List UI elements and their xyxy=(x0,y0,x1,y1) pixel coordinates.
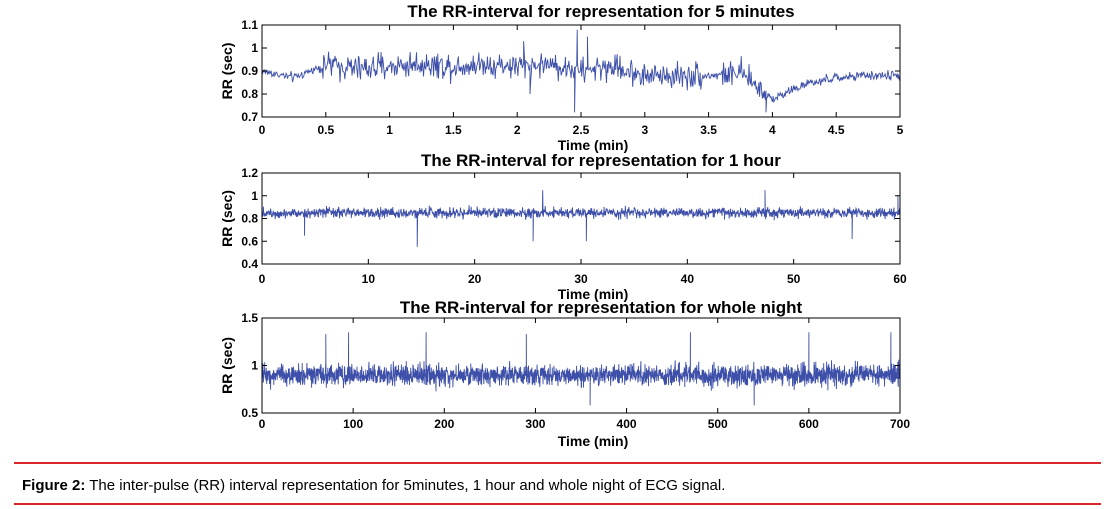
x-tick-label: 60 xyxy=(893,272,907,286)
chart-title: The RR-interval for representation for 5… xyxy=(407,2,794,21)
x-tick-label: 40 xyxy=(681,272,695,286)
y-tick-label: 0.8 xyxy=(241,212,258,226)
x-tick-label: 0 xyxy=(259,123,266,137)
x-tick-label: 5 xyxy=(897,123,904,137)
y-axis-label: RR (sec) xyxy=(219,190,235,247)
rr-series-line xyxy=(261,29,901,113)
x-tick-label: 10 xyxy=(362,272,376,286)
x-tick-label: 1.5 xyxy=(445,123,462,137)
y-tick-label: 0.6 xyxy=(241,234,258,248)
y-tick-label: 0.9 xyxy=(241,64,258,78)
y-tick-label: 1 xyxy=(251,359,258,373)
y-tick-label: 1.5 xyxy=(241,311,258,325)
x-axis-label: Time (min) xyxy=(558,137,629,153)
x-tick-label: 1 xyxy=(386,123,393,137)
x-axis-label: Time (min) xyxy=(558,433,629,449)
x-tick-label: 400 xyxy=(617,417,637,431)
y-tick-label: 0.4 xyxy=(241,257,258,271)
y-axis-label: RR (sec) xyxy=(219,337,235,394)
x-tick-label: 30 xyxy=(574,272,588,286)
x-tick-label: 2 xyxy=(514,123,521,137)
y-tick-label: 0.7 xyxy=(241,110,258,124)
x-tick-label: 0 xyxy=(259,272,266,286)
rr-series-line xyxy=(261,190,901,247)
x-tick-label: 4.5 xyxy=(828,123,845,137)
y-tick-label: 1.2 xyxy=(241,166,258,180)
x-tick-label: 3 xyxy=(641,123,648,137)
x-tick-label: 600 xyxy=(799,417,819,431)
x-tick-label: 4 xyxy=(769,123,776,137)
x-tick-label: 2.5 xyxy=(573,123,590,137)
rr-series-line xyxy=(261,332,901,406)
x-tick-label: 200 xyxy=(434,417,454,431)
chart-panel-2: The RR-interval for representation for 1… xyxy=(219,151,907,302)
caption-text: The inter-pulse (RR) interval representa… xyxy=(85,477,726,494)
y-axis-label: RR (sec) xyxy=(219,43,235,100)
x-tick-label: 20 xyxy=(468,272,482,286)
x-tick-label: 300 xyxy=(525,417,545,431)
y-tick-label: 0.5 xyxy=(241,406,258,420)
x-tick-label: 700 xyxy=(890,417,910,431)
plot-frame xyxy=(261,172,901,265)
figure-canvas: The RR-interval for representation for 5… xyxy=(219,2,910,449)
x-tick-label: 500 xyxy=(708,417,728,431)
figure-caption: Figure 2: The inter-pulse (RR) interval … xyxy=(22,477,725,494)
x-tick-label: 3.5 xyxy=(700,123,717,137)
y-tick-label: 1.1 xyxy=(241,18,258,32)
y-tick-label: 1 xyxy=(251,41,258,55)
x-tick-label: 0.5 xyxy=(317,123,334,137)
x-tick-label: 50 xyxy=(787,272,801,286)
y-tick-label: 0.8 xyxy=(241,87,258,101)
chart-panel-1: The RR-interval for representation for 5… xyxy=(219,2,904,153)
chart-title: The RR-interval for representation for w… xyxy=(400,298,803,317)
y-tick-label: 1 xyxy=(251,189,258,203)
caption-label: Figure 2: xyxy=(22,477,86,494)
x-tick-label: 0 xyxy=(259,417,266,431)
chart-panel-3: The RR-interval for representation for w… xyxy=(219,298,910,449)
x-tick-label: 100 xyxy=(343,417,363,431)
chart-title: The RR-interval for representation for 1… xyxy=(421,151,781,170)
x-axis-label: Time (min) xyxy=(558,286,629,302)
caption-top-rule xyxy=(14,462,1101,464)
caption-bottom-rule xyxy=(14,503,1101,505)
